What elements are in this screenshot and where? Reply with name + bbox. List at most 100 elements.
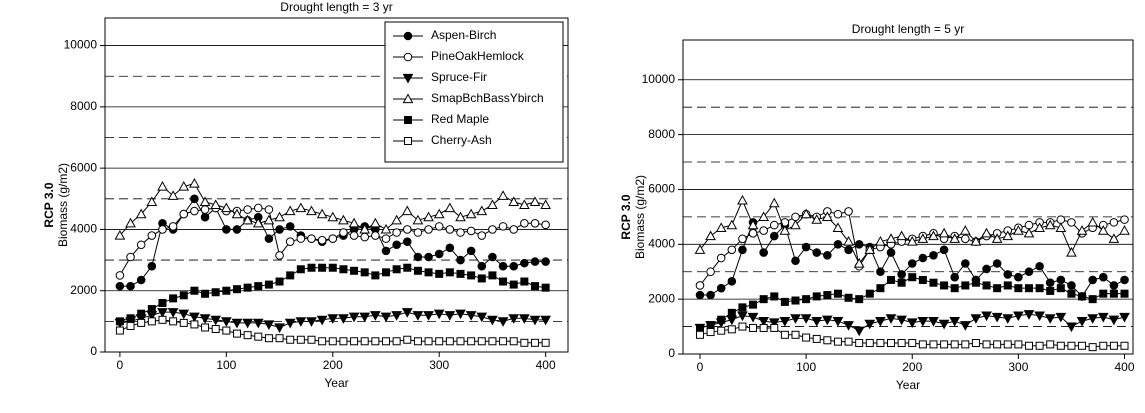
data-point	[392, 228, 401, 237]
data-point	[167, 308, 179, 318]
data-point	[520, 219, 529, 228]
data-point	[339, 265, 348, 274]
data-point	[509, 280, 518, 289]
data-point	[509, 337, 518, 346]
data-point	[456, 228, 465, 237]
data-point	[339, 337, 348, 346]
data-point	[917, 316, 929, 327]
x-tick-label: 0	[117, 358, 124, 372]
data-point	[264, 205, 274, 214]
data-point	[371, 231, 380, 240]
data-point	[1087, 314, 1099, 324]
data-point	[801, 242, 811, 252]
data-point	[865, 339, 874, 348]
data-point	[424, 268, 433, 277]
data-point	[876, 267, 885, 277]
data-point	[779, 316, 791, 327]
data-point	[706, 290, 715, 300]
data-point	[274, 211, 285, 222]
data-point	[476, 205, 488, 216]
data-point	[1056, 275, 1066, 285]
data-point	[179, 209, 189, 219]
y-tick-label: 4000	[70, 222, 97, 236]
data-point	[791, 296, 800, 305]
data-point	[887, 275, 896, 284]
data-point	[189, 177, 200, 188]
data-point	[232, 285, 241, 294]
data-point	[169, 317, 178, 326]
data-point	[706, 328, 715, 337]
y-tick-label: 0	[668, 346, 675, 360]
data-point	[802, 295, 811, 304]
data-point	[950, 340, 959, 349]
data-point	[456, 269, 465, 278]
data-point	[253, 203, 263, 213]
data-point	[844, 293, 853, 302]
data-point	[811, 214, 823, 224]
data-point	[769, 220, 779, 230]
data-point	[243, 283, 252, 292]
data-point	[800, 314, 812, 324]
data-point	[179, 318, 188, 327]
data-point	[1046, 286, 1055, 295]
data-point	[1056, 341, 1065, 350]
data-point	[1003, 340, 1012, 349]
data-point	[1044, 314, 1056, 324]
data-point	[738, 234, 747, 244]
data-point	[779, 225, 791, 235]
legend-label: PineOakHemlock	[431, 49, 525, 63]
data-point	[199, 196, 211, 206]
data-point	[455, 211, 466, 222]
data-point	[402, 237, 412, 246]
y-axis-label: Biomass (g/m2)	[56, 163, 70, 247]
data-point	[392, 240, 401, 250]
data-point	[190, 286, 199, 295]
data-point	[1056, 215, 1066, 224]
data-point	[790, 219, 801, 230]
data-point	[520, 258, 529, 268]
data-point	[477, 274, 486, 283]
data-point	[338, 314, 349, 324]
data-point	[519, 314, 530, 324]
data-point	[1024, 341, 1033, 350]
data-point	[1099, 341, 1108, 350]
data-point	[971, 339, 980, 348]
data-point	[401, 308, 413, 318]
data-point	[885, 233, 897, 243]
data-point	[190, 194, 199, 204]
data-point	[222, 286, 231, 295]
data-point	[940, 340, 949, 349]
data-point	[296, 335, 305, 344]
data-point	[530, 219, 540, 228]
data-point	[1109, 281, 1119, 290]
data-point	[950, 272, 959, 282]
data-point	[509, 225, 519, 234]
data-point	[158, 298, 167, 307]
data-point	[1119, 312, 1130, 323]
chart-title: Drought length = 3 yr	[280, 0, 392, 14]
data-point	[412, 214, 424, 225]
data-point	[918, 253, 928, 263]
panel: 0 2000 4000 6000 8000 10000 0 100 200 300 400 Droug…	[619, 22, 1135, 392]
data-point	[232, 225, 242, 234]
plot-frame	[682, 39, 1134, 355]
legend-marker	[404, 137, 412, 145]
data-point	[264, 280, 273, 289]
data-point	[444, 311, 456, 321]
data-point	[811, 316, 823, 327]
data-point	[1078, 292, 1087, 301]
data-point	[938, 227, 950, 238]
x-axis-label: Year	[324, 376, 348, 390]
data-point	[791, 256, 800, 266]
data-point	[1109, 218, 1119, 227]
data-point	[317, 235, 327, 245]
data-point	[403, 335, 412, 344]
data-point	[413, 228, 423, 237]
legend-marker	[403, 52, 413, 62]
data-point	[371, 337, 380, 346]
data-point	[929, 278, 938, 287]
data-point	[791, 212, 800, 222]
data-point	[991, 312, 1003, 323]
data-point	[1044, 219, 1056, 230]
